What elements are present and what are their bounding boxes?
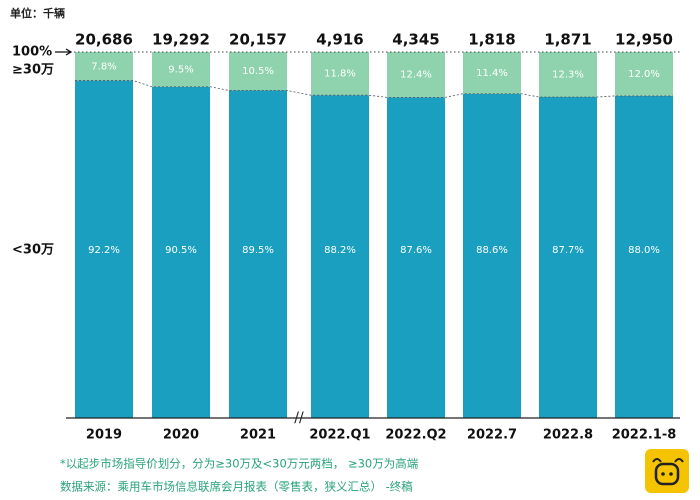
bar-segment: [615, 95, 673, 419]
bar-segment: [311, 95, 369, 419]
bar-segment: [311, 52, 369, 96]
bar-segment: [152, 86, 210, 419]
bar-segment: [615, 52, 673, 96]
x-tick-label: 2021: [240, 428, 276, 443]
bar-segment: [539, 97, 597, 418]
bar-segment: [152, 52, 210, 87]
bar-segment: [387, 52, 445, 98]
data-label: 12.4%: [400, 70, 432, 81]
total-label: 4,916: [316, 31, 363, 49]
total-label: 1,871: [544, 31, 591, 49]
total-label: 4,345: [392, 31, 439, 49]
arrow: [55, 48, 73, 56]
axis-break: //: [294, 410, 304, 426]
x-tick-label: 2022.Q2: [385, 428, 446, 443]
logo: [645, 449, 689, 493]
data-label: 7.8%: [91, 61, 116, 72]
x-tick-label: 2022.Q1: [309, 428, 370, 443]
x-tick-label: 2022.7: [467, 428, 517, 443]
data-label: 10.5%: [242, 66, 274, 77]
data-label: 11.4%: [476, 68, 508, 79]
data-label: 89.5%: [242, 245, 274, 256]
x-tick-label: 2022.1-8: [612, 428, 677, 443]
total-label: 20,686: [75, 31, 133, 49]
data-label: 12.3%: [552, 70, 584, 81]
boundary-line: [75, 80, 673, 98]
bar-segment: [229, 90, 287, 419]
data-label: 92.2%: [88, 245, 120, 256]
data-label: 88.6%: [476, 245, 508, 256]
legend-label: <30万: [12, 243, 54, 258]
footnote: *以起步市场指导价划分，分为≥30万及<30万元两档， ≥30万为高端: [60, 457, 418, 471]
bar-segment: [75, 52, 133, 81]
legend-label: ≥30万: [12, 63, 54, 78]
bar-segment: [75, 80, 133, 418]
data-label: 11.8%: [324, 69, 356, 80]
data-label: 87.7%: [552, 245, 584, 256]
bar-segment: [463, 93, 521, 418]
total-label: 1,818: [468, 31, 515, 49]
x-tick-label: 2020: [163, 428, 199, 443]
bar-segment: [387, 97, 445, 418]
data-label: 9.5%: [168, 64, 193, 75]
x-tick-label: 2022.8: [543, 428, 593, 443]
data-label: 87.6%: [400, 245, 432, 256]
total-label: 19,292: [152, 31, 210, 49]
data-label: 88.2%: [324, 245, 356, 256]
bar-segment: [539, 52, 597, 98]
bar-segment: [463, 52, 521, 94]
total-label: 20,157: [229, 31, 287, 49]
footnote: 数据来源：乘用车市场信息联席会月报表（零售表，狭义汇总） -终稿: [60, 480, 413, 494]
data-label: 88.0%: [628, 245, 660, 256]
unit-label: 单位：千辆: [10, 6, 65, 20]
data-label: 12.0%: [628, 69, 660, 80]
total-label: 12,950: [615, 31, 673, 49]
x-tick-label: 2019: [86, 428, 122, 443]
bar-segment: [229, 52, 287, 91]
data-label: 90.5%: [165, 245, 197, 256]
y-tick-label: 100%: [12, 45, 52, 60]
